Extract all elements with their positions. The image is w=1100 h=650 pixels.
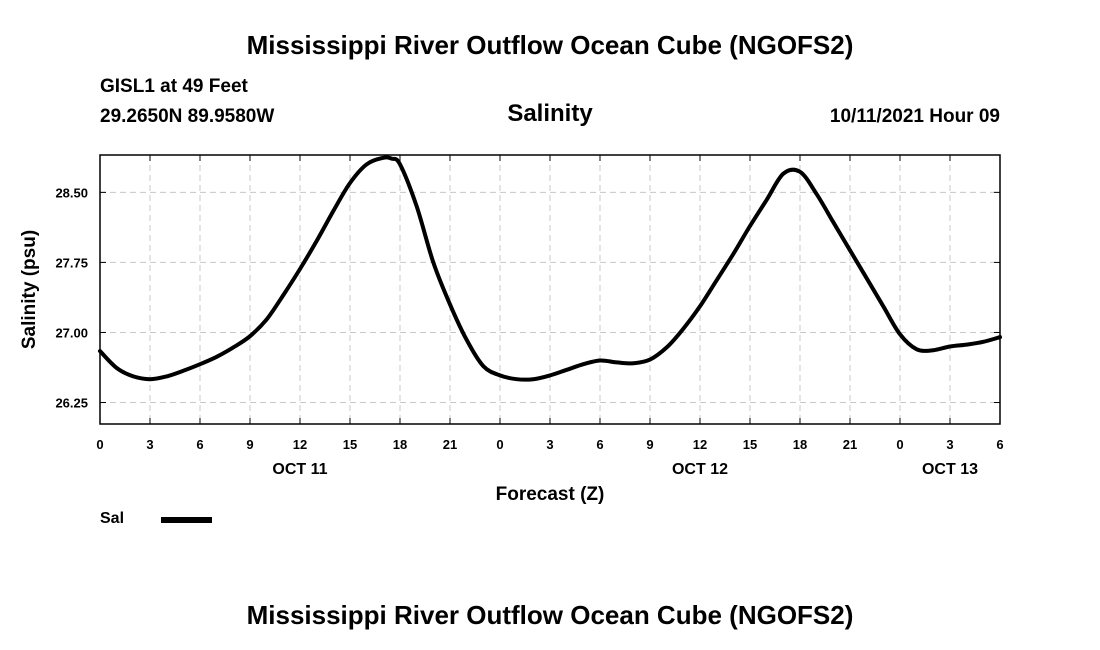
x-tick-label: 15	[743, 437, 757, 452]
station-label: GISL1 at 49 Feet	[100, 76, 248, 97]
y-tick-label: 28.50	[55, 185, 88, 200]
tick-marks	[99, 155, 1001, 424]
series-layer	[98, 155, 1002, 382]
x-axis-title: Forecast (Z)	[496, 484, 605, 505]
chart-subtitle: Salinity	[507, 100, 593, 127]
x-tick-label: 6	[996, 437, 1003, 452]
date-label: OCT 12	[672, 461, 728, 478]
x-tick-label: 18	[793, 437, 807, 452]
x-tick-label: 3	[146, 437, 153, 452]
timestamp-label: 10/11/2021 Hour 09	[829, 106, 1000, 127]
x-tick-label: 6	[196, 437, 203, 452]
date-label: OCT 13	[922, 461, 978, 478]
x-tick-label: 15	[343, 437, 357, 452]
y-axis-title: Salinity (psu)	[19, 230, 40, 349]
x-tick-label: 0	[896, 437, 903, 452]
x-tick-label: 9	[646, 437, 653, 452]
x-tick-label: 18	[393, 437, 407, 452]
y-tick-label: 27.75	[55, 255, 88, 270]
x-tick-label: 21	[443, 437, 457, 452]
legend-swatch	[161, 517, 212, 523]
x-tick-label: 21	[843, 437, 857, 452]
x-tick-label: 0	[96, 437, 103, 452]
x-tick-label: 12	[693, 437, 707, 452]
legend-label: Sal	[100, 510, 125, 527]
x-tick-label: 3	[546, 437, 553, 452]
x-tick-label: 3	[946, 437, 953, 452]
grid-lines	[100, 155, 1000, 424]
x-tick-label: 6	[596, 437, 603, 452]
x-tick-label: 12	[293, 437, 307, 452]
date-label: OCT 11	[272, 461, 327, 478]
y-tick-label: 27.00	[55, 325, 88, 340]
series-line-sal	[98, 155, 1002, 382]
location-label: 29.2650N 89.9580W	[100, 106, 275, 127]
chart-title: Mississippi River Outflow Ocean Cube (NG…	[246, 30, 854, 60]
y-tick-label: 26.25	[55, 396, 88, 411]
tick-labels: 0 3 6 9 12 15 18 21 0 3 6 9 12 15 18 21 0 3 6 26.25 27.00 27.…	[55, 185, 1003, 478]
x-tick-label: 0	[496, 437, 503, 452]
footer-title: Mississippi River Outflow Ocean Cube (NG…	[246, 600, 854, 630]
x-tick-label: 9	[246, 437, 253, 452]
